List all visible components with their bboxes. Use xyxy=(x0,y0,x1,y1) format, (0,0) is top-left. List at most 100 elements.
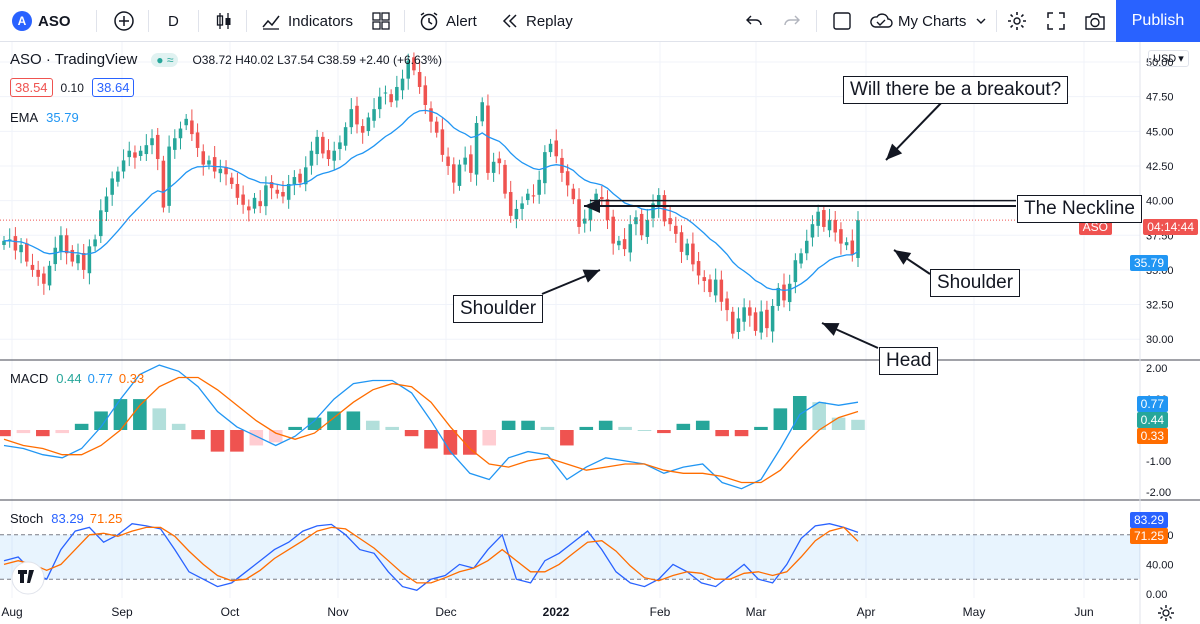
macd-histogram-bar xyxy=(463,430,477,455)
my-charts-label: My Charts xyxy=(898,12,967,30)
macd-histogram-bar xyxy=(695,420,710,430)
settings-button[interactable] xyxy=(1006,0,1028,42)
candle-body xyxy=(138,150,143,156)
candle-body xyxy=(571,188,576,200)
chart-type-button[interactable] xyxy=(213,0,235,42)
candle-body xyxy=(526,193,530,201)
candle-body xyxy=(730,311,735,334)
price-tick-label: 45.00 xyxy=(1146,126,1174,138)
toolbar-divider xyxy=(996,10,997,32)
currency-button[interactable]: USD ▾ xyxy=(1148,50,1189,67)
macd-tick-label: -1.00 xyxy=(1146,456,1171,468)
candle-body xyxy=(765,309,769,329)
stoch-tick-label: 40.00 xyxy=(1146,559,1174,571)
candle-body xyxy=(799,253,803,264)
candle-body xyxy=(212,157,217,172)
bid-button[interactable]: 38.54 xyxy=(10,78,53,97)
macd-histogram-bar xyxy=(55,430,70,434)
candle-body xyxy=(275,189,280,194)
redo-button[interactable] xyxy=(782,0,802,42)
macd-histogram-bar xyxy=(230,430,244,452)
price-tick-label: 47.50 xyxy=(1146,92,1174,104)
breakout-callout[interactable]: Will there be a breakout? xyxy=(843,76,1069,104)
candle-body xyxy=(315,136,319,155)
candle-body xyxy=(759,311,763,333)
tradingview-logo-icon xyxy=(11,561,45,595)
candle-body xyxy=(850,240,855,255)
indicators-button[interactable]: Indicators xyxy=(260,0,353,42)
candle-body xyxy=(127,150,132,158)
snapshot-button[interactable] xyxy=(1083,0,1107,42)
alert-button[interactable]: Alert xyxy=(418,0,477,42)
spread-value: 0.10 xyxy=(60,80,84,95)
candle-body xyxy=(793,260,798,283)
undo-button[interactable] xyxy=(744,0,764,42)
candle-body xyxy=(2,240,6,245)
chart-canvas[interactable]: 50.0047.5045.0042.5040.0037.5035.0032.50… xyxy=(0,42,1200,624)
candle-body xyxy=(406,60,410,79)
camera-icon xyxy=(1085,13,1105,30)
candle-body xyxy=(360,126,365,133)
candle-body xyxy=(782,284,786,301)
macd-histogram-bar xyxy=(385,426,399,430)
candle-body xyxy=(469,154,473,173)
candle-body xyxy=(668,218,672,225)
candle-body xyxy=(719,279,724,302)
candle-body xyxy=(121,160,126,172)
candle-body xyxy=(645,220,650,237)
bid-ask-row: 38.54 0.10 38.64 xyxy=(10,78,135,97)
my-charts-button[interactable]: My Charts xyxy=(868,0,988,42)
market-status-badge[interactable]: ● ≈ xyxy=(151,52,179,67)
candle-body xyxy=(366,117,371,132)
candle-body xyxy=(434,121,439,133)
compare-button[interactable] xyxy=(113,0,135,42)
candle-body xyxy=(292,177,297,184)
ask-button[interactable]: 38.64 xyxy=(91,78,135,97)
macd-legend: MACD 0.44 0.77 0.33 xyxy=(10,371,144,386)
annotation-arrowhead xyxy=(886,143,903,160)
time-tick-label: Oct xyxy=(221,605,240,619)
cloud-icon xyxy=(870,13,893,28)
candle-body xyxy=(372,109,376,121)
left-shoulder-callout[interactable]: Shoulder xyxy=(453,295,544,323)
ema-line xyxy=(3,109,859,292)
stoch-label: Stoch xyxy=(10,511,44,526)
candle-body xyxy=(611,216,615,244)
templates-button[interactable] xyxy=(370,0,392,42)
macd-line xyxy=(3,364,859,490)
interval-label: D xyxy=(168,12,179,30)
neckline-callout[interactable]: The Neckline xyxy=(1017,195,1142,223)
ohlc-values: O38.72 H40.02 L37.54 C38.59 +2.40 (+6.63… xyxy=(192,52,442,67)
chevron-down-icon: ▾ xyxy=(1178,53,1184,65)
head-callout[interactable]: Head xyxy=(879,347,939,375)
candle-body xyxy=(417,71,422,87)
annotation-arrowhead xyxy=(894,250,912,265)
alert-label: Alert xyxy=(446,12,477,30)
symbol-search[interactable]: A ASO xyxy=(12,0,71,42)
currency-label: USD xyxy=(1153,52,1177,65)
replay-button[interactable]: Replay xyxy=(500,0,573,42)
right-shoulder-callout[interactable]: Shoulder xyxy=(930,269,1021,297)
candle-body xyxy=(691,243,695,265)
candle-body xyxy=(463,157,467,165)
price-tick-label: 30.00 xyxy=(1146,334,1174,346)
interval-button[interactable]: D xyxy=(168,0,179,42)
time-tick-label: Sep xyxy=(111,605,133,619)
macd-histogram-bar xyxy=(560,430,574,446)
candle-body xyxy=(383,92,388,94)
candle-body xyxy=(70,249,75,262)
macd-signal-value: 0.33 xyxy=(118,371,145,386)
candle-body xyxy=(554,140,559,157)
macd-histogram-bar xyxy=(443,430,458,455)
layout-grid-icon xyxy=(372,12,390,30)
fullscreen-layout-button[interactable] xyxy=(831,0,853,42)
macd-histogram-bar xyxy=(0,430,11,437)
annotation-arrows xyxy=(541,99,1016,349)
toolbar-divider xyxy=(816,10,817,32)
fullscreen-button[interactable] xyxy=(1045,0,1067,42)
candle-body xyxy=(377,96,382,110)
macd-histogram-bar xyxy=(754,426,768,430)
candle-body xyxy=(577,199,581,227)
publish-button[interactable]: Publish xyxy=(1116,0,1200,42)
time-tick-label: Aug xyxy=(1,605,22,619)
